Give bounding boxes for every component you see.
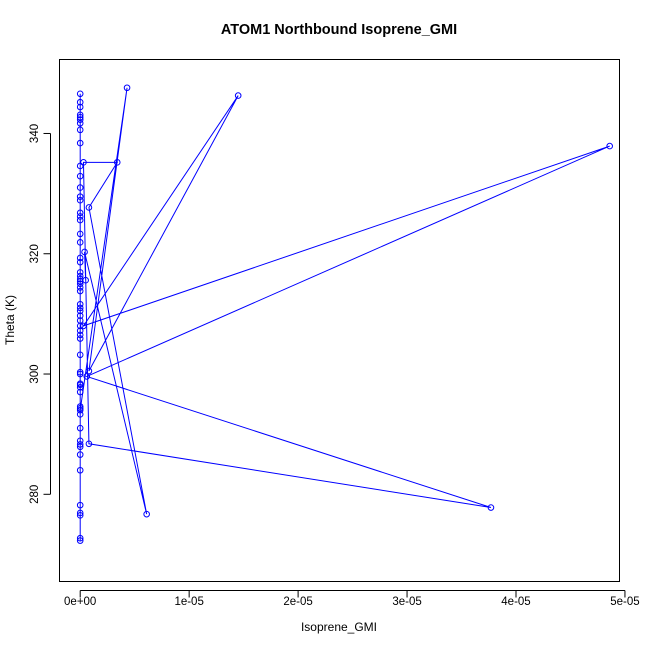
y-axis-label: Theta (K) — [3, 295, 17, 345]
data-point — [76, 239, 84, 246]
data-point — [76, 381, 84, 389]
data-point — [76, 162, 84, 170]
data-point — [76, 287, 84, 295]
data-point — [76, 351, 84, 359]
data-point — [80, 322, 87, 330]
data-point — [76, 98, 84, 106]
y-tick-label: 300 — [29, 364, 41, 383]
series-line — [79, 87, 610, 541]
data-point — [76, 103, 84, 111]
data-point — [76, 213, 84, 220]
data-point — [76, 509, 84, 517]
data-point — [76, 317, 84, 324]
x-axis-label: Isoprene_GMI — [301, 620, 377, 634]
data-point — [76, 388, 84, 396]
data-point — [76, 424, 84, 432]
data-point — [76, 501, 84, 509]
data-point — [76, 184, 84, 191]
data-point — [76, 466, 84, 474]
y-tick-label: 340 — [29, 124, 41, 143]
data-point — [76, 113, 84, 121]
data-point — [76, 403, 84, 410]
data-point — [606, 142, 613, 150]
data-point — [76, 383, 84, 391]
data-point — [76, 254, 84, 262]
data-point — [76, 272, 84, 280]
data-point — [76, 258, 84, 266]
data-point — [76, 139, 84, 147]
data-point — [76, 534, 84, 542]
series-layer — [76, 84, 613, 544]
data-point — [85, 204, 93, 211]
data-point — [76, 451, 84, 458]
y-tick-label: 320 — [29, 244, 41, 263]
x-tick-label: 4e-05 — [501, 596, 530, 608]
x-tick-label: 1e-05 — [174, 596, 203, 608]
plot-frame — [59, 59, 620, 582]
data-point — [76, 300, 84, 308]
data-point — [234, 92, 242, 99]
data-point — [76, 368, 84, 376]
y-tick-label: 280 — [29, 485, 41, 504]
x-tick-label: 0e+00 — [64, 596, 96, 608]
data-point — [76, 307, 84, 315]
data-point — [76, 280, 84, 288]
data-point — [76, 537, 84, 544]
data-point — [82, 276, 89, 284]
data-point — [76, 269, 84, 276]
data-point — [76, 172, 84, 180]
data-point — [487, 504, 495, 511]
data-point — [76, 193, 84, 200]
data-point — [76, 331, 84, 339]
data-point — [76, 196, 84, 204]
data-point — [85, 367, 93, 375]
data-point — [76, 116, 84, 123]
data-point — [76, 230, 84, 238]
data-point — [76, 126, 84, 134]
data-point — [113, 159, 121, 166]
data-point — [76, 304, 84, 312]
data-point — [76, 406, 84, 414]
x-tick-label: 2e-05 — [283, 596, 312, 608]
data-point — [76, 405, 84, 412]
data-point — [76, 370, 84, 378]
data-point — [76, 111, 84, 119]
data-point — [76, 335, 84, 342]
data-point — [76, 441, 84, 448]
data-point — [81, 248, 88, 256]
y-axis: 280 300 320 340 — [29, 124, 51, 504]
data-point — [76, 312, 84, 319]
x-tick-label: 3e-05 — [392, 596, 421, 608]
data-point — [76, 327, 84, 335]
data-point — [85, 440, 93, 448]
x-axis: 0e+00 1e-05 2e-05 3e-05 4e-05 5e-05 — [64, 590, 640, 608]
chart-title: ATOM1 Northbound Isoprene_GMI — [221, 22, 457, 38]
data-point — [123, 84, 131, 92]
data-point — [76, 437, 84, 445]
data-point — [76, 90, 84, 98]
data-point — [76, 216, 84, 224]
data-point — [76, 209, 84, 217]
data-point — [80, 159, 87, 166]
x-tick-label: 5e-05 — [610, 596, 639, 608]
data-point — [76, 512, 84, 519]
data-point — [83, 373, 91, 380]
data-point — [143, 510, 150, 518]
